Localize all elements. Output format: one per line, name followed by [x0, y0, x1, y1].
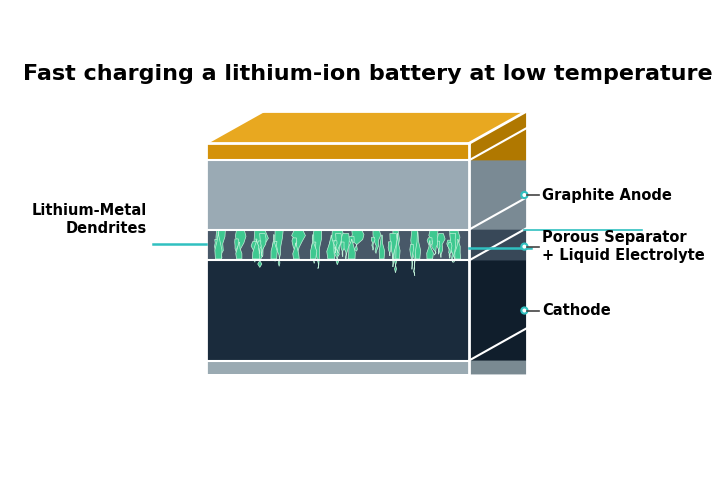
- Polygon shape: [275, 230, 283, 266]
- Bar: [206, 230, 469, 260]
- Polygon shape: [311, 242, 316, 263]
- Polygon shape: [234, 239, 238, 255]
- Circle shape: [521, 192, 528, 198]
- Polygon shape: [393, 230, 400, 273]
- Polygon shape: [429, 230, 439, 255]
- Text: Fast charging a lithium-ion battery at low temperature: Fast charging a lithium-ion battery at l…: [23, 64, 713, 84]
- Polygon shape: [235, 230, 246, 259]
- Text: Cathode: Cathode: [542, 303, 611, 318]
- Polygon shape: [351, 230, 364, 251]
- Polygon shape: [335, 233, 342, 256]
- Polygon shape: [469, 198, 527, 260]
- Bar: [206, 260, 469, 361]
- Polygon shape: [446, 240, 452, 258]
- Polygon shape: [437, 233, 445, 257]
- Polygon shape: [437, 241, 440, 254]
- Polygon shape: [449, 233, 456, 262]
- Polygon shape: [390, 233, 397, 259]
- Polygon shape: [379, 235, 385, 259]
- Polygon shape: [293, 242, 299, 259]
- Polygon shape: [214, 240, 220, 256]
- Polygon shape: [260, 233, 266, 257]
- Polygon shape: [410, 244, 413, 270]
- Polygon shape: [348, 237, 354, 248]
- Polygon shape: [449, 230, 460, 263]
- Polygon shape: [388, 242, 391, 256]
- Polygon shape: [411, 230, 418, 276]
- Polygon shape: [392, 243, 394, 267]
- Polygon shape: [216, 230, 225, 260]
- Polygon shape: [251, 242, 258, 262]
- Polygon shape: [292, 230, 306, 256]
- Polygon shape: [348, 239, 355, 259]
- Text: Lithium-Metal
Dendrites: Lithium-Metal Dendrites: [32, 203, 147, 236]
- Polygon shape: [334, 241, 337, 253]
- Polygon shape: [469, 128, 527, 230]
- Polygon shape: [455, 239, 461, 259]
- Polygon shape: [416, 232, 421, 259]
- Text: Porous Separator
+ Liquid Electrolyte: Porous Separator + Liquid Electrolyte: [542, 230, 705, 263]
- Circle shape: [521, 308, 528, 313]
- Polygon shape: [236, 242, 242, 259]
- Polygon shape: [427, 238, 432, 252]
- Polygon shape: [371, 237, 375, 250]
- Polygon shape: [273, 242, 278, 261]
- Polygon shape: [215, 231, 222, 259]
- Bar: [206, 361, 469, 374]
- Polygon shape: [312, 230, 321, 269]
- Polygon shape: [373, 230, 381, 254]
- Polygon shape: [341, 242, 344, 256]
- Polygon shape: [254, 230, 268, 268]
- Bar: [206, 160, 469, 230]
- Polygon shape: [271, 234, 278, 259]
- Text: Graphite Anode: Graphite Anode: [542, 187, 672, 202]
- Polygon shape: [469, 111, 527, 160]
- Polygon shape: [331, 230, 344, 265]
- Polygon shape: [448, 242, 452, 258]
- Polygon shape: [469, 328, 527, 374]
- Polygon shape: [469, 228, 527, 361]
- Bar: [206, 143, 469, 160]
- Circle shape: [521, 243, 528, 250]
- Polygon shape: [311, 234, 317, 259]
- Polygon shape: [292, 238, 297, 252]
- Polygon shape: [427, 241, 434, 259]
- Polygon shape: [341, 233, 349, 260]
- Polygon shape: [329, 241, 336, 260]
- Polygon shape: [257, 241, 261, 254]
- Polygon shape: [395, 233, 400, 259]
- Polygon shape: [326, 235, 334, 259]
- Polygon shape: [252, 239, 260, 259]
- Polygon shape: [206, 111, 527, 143]
